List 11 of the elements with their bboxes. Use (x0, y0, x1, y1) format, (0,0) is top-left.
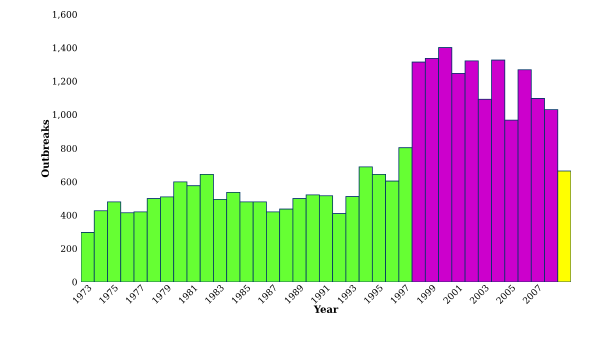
y-axis-title: Outbreaks (41, 120, 49, 178)
y-tick-label: 800 (60, 145, 77, 152)
y-tick-label: 400 (60, 212, 77, 219)
y-tick-label: 1,600 (52, 11, 77, 19)
y-tick-label: 600 (60, 178, 77, 186)
x-axis-title: Year (314, 306, 338, 313)
y-tick-label: 1,200 (52, 78, 77, 86)
y-tick-label: 1,000 (52, 111, 77, 120)
y-tick-label: 1,400 (52, 44, 77, 52)
y-tick-label: 0 (72, 278, 77, 286)
y-tick-label: 200 (60, 245, 77, 252)
